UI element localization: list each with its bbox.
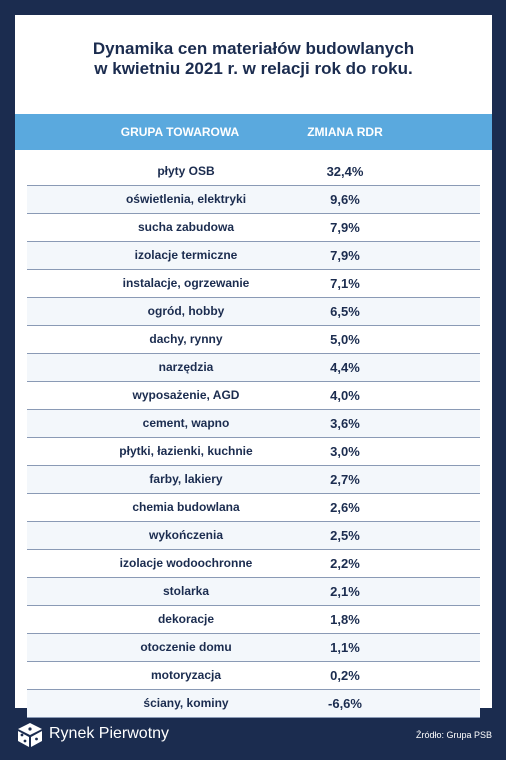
table-row: otoczenie domu 1,1%	[27, 634, 480, 662]
chart-title: Dynamika cen materiałów budowlanych w kw…	[15, 39, 492, 79]
footer: Rynek Pierwotny Źródło: Grupa PSB	[0, 708, 506, 760]
table-row: instalacje, ogrzewanie 7,1%	[27, 270, 480, 298]
table-row: farby, lakiery 2,7%	[27, 466, 480, 494]
category-cell: płytki, łazienki, kuchnie	[119, 444, 253, 458]
table-row: dekoracje 1,8%	[27, 606, 480, 634]
category-cell: ogród, hobby	[147, 304, 225, 318]
value-cell: 2,5%	[330, 528, 360, 543]
table-body: płyty OSB 32,4% oświetlenia, elektryki 9,6%…	[15, 158, 492, 718]
category-cell: farby, lakiery	[149, 472, 223, 486]
category-cell: dachy, rynny	[149, 332, 223, 346]
category-cell: płyty OSB	[157, 164, 215, 178]
value-cell: 7,9%	[330, 248, 360, 263]
value-cell: 0,2%	[330, 668, 360, 683]
value-cell: 4,0%	[330, 388, 360, 403]
table-row: motoryzacja 0,2%	[27, 662, 480, 690]
category-cell: narzędzia	[158, 360, 214, 374]
table-card: Dynamika cen materiałów budowlanych w kw…	[15, 15, 492, 718]
table-row: oświetlenia, elektryki 9,6%	[27, 186, 480, 214]
cube-logo-icon	[18, 723, 42, 747]
category-cell: cement, wapno	[142, 416, 230, 430]
value-cell: 7,1%	[330, 276, 360, 291]
table-row: płyty OSB 32,4%	[27, 158, 480, 186]
table-row: ogród, hobby 6,5%	[27, 298, 480, 326]
value-cell: 2,2%	[330, 556, 360, 571]
table-row: płytki, łazienki, kuchnie 3,0%	[27, 438, 480, 466]
category-cell: otoczenie domu	[140, 640, 232, 654]
value-cell: 32,4%	[326, 164, 364, 179]
table-row: izolacje wodoochronne 2,2%	[27, 550, 480, 578]
value-cell: 1,1%	[330, 640, 360, 655]
category-cell: dekoracje	[157, 612, 215, 626]
category-cell: instalacje, ogrzewanie	[122, 276, 250, 290]
column-header-group: GRUPA TOWAROWA	[120, 125, 240, 139]
source-note: Źródło: Grupa PSB	[415, 730, 492, 740]
table-row: dachy, rynny 5,0%	[27, 326, 480, 354]
category-cell: wykończenia	[148, 528, 224, 542]
table-row: izolacje termiczne 7,9%	[27, 242, 480, 270]
title-line-1: Dynamika cen materiałów budowlanych	[92, 39, 415, 58]
table-row: wyposażenie, AGD 4,0%	[27, 382, 480, 410]
category-cell: izolacje wodoochronne	[119, 556, 253, 570]
category-cell: stolarka	[162, 584, 210, 598]
category-cell: chemia budowlana	[132, 500, 240, 514]
brand-name: Rynek Pierwotny	[49, 725, 170, 742]
value-cell: 3,0%	[330, 444, 360, 459]
value-cell: 2,1%	[330, 584, 360, 599]
value-cell: 6,5%	[330, 304, 360, 319]
column-header-change: ZMIANA RDR	[307, 125, 383, 139]
category-cell: sucha zabudowa	[137, 220, 235, 234]
category-cell: motoryzacja	[150, 668, 222, 682]
value-cell: 7,9%	[330, 220, 360, 235]
category-cell: oświetlenia, elektryki	[125, 192, 247, 206]
table-row: sucha zabudowa 7,9%	[27, 214, 480, 242]
value-cell: -6,6%	[328, 696, 362, 711]
table-row: wykończenia 2,5%	[27, 522, 480, 550]
value-cell: 5,0%	[330, 332, 360, 347]
category-cell: izolacje termiczne	[134, 248, 238, 262]
value-cell: 2,6%	[330, 500, 360, 515]
table-header: GRUPA TOWAROWA ZMIANA RDR	[15, 114, 492, 150]
value-cell: 4,4%	[330, 360, 360, 375]
table-row: chemia budowlana 2,6%	[27, 494, 480, 522]
value-cell: 9,6%	[330, 192, 360, 207]
table-row: ściany, kominy -6,6%	[27, 690, 480, 718]
table-row: cement, wapno 3,6%	[27, 410, 480, 438]
table-row: stolarka 2,1%	[27, 578, 480, 606]
title-line-2: w kwietniu 2021 r. w relacji rok do roku…	[94, 59, 413, 78]
table-row: narzędzia 4,4%	[27, 354, 480, 382]
value-cell: 3,6%	[330, 416, 360, 431]
category-cell: ściany, kominy	[143, 696, 229, 710]
value-cell: 2,7%	[330, 472, 360, 487]
category-cell: wyposażenie, AGD	[132, 388, 240, 402]
value-cell: 1,8%	[330, 612, 360, 627]
